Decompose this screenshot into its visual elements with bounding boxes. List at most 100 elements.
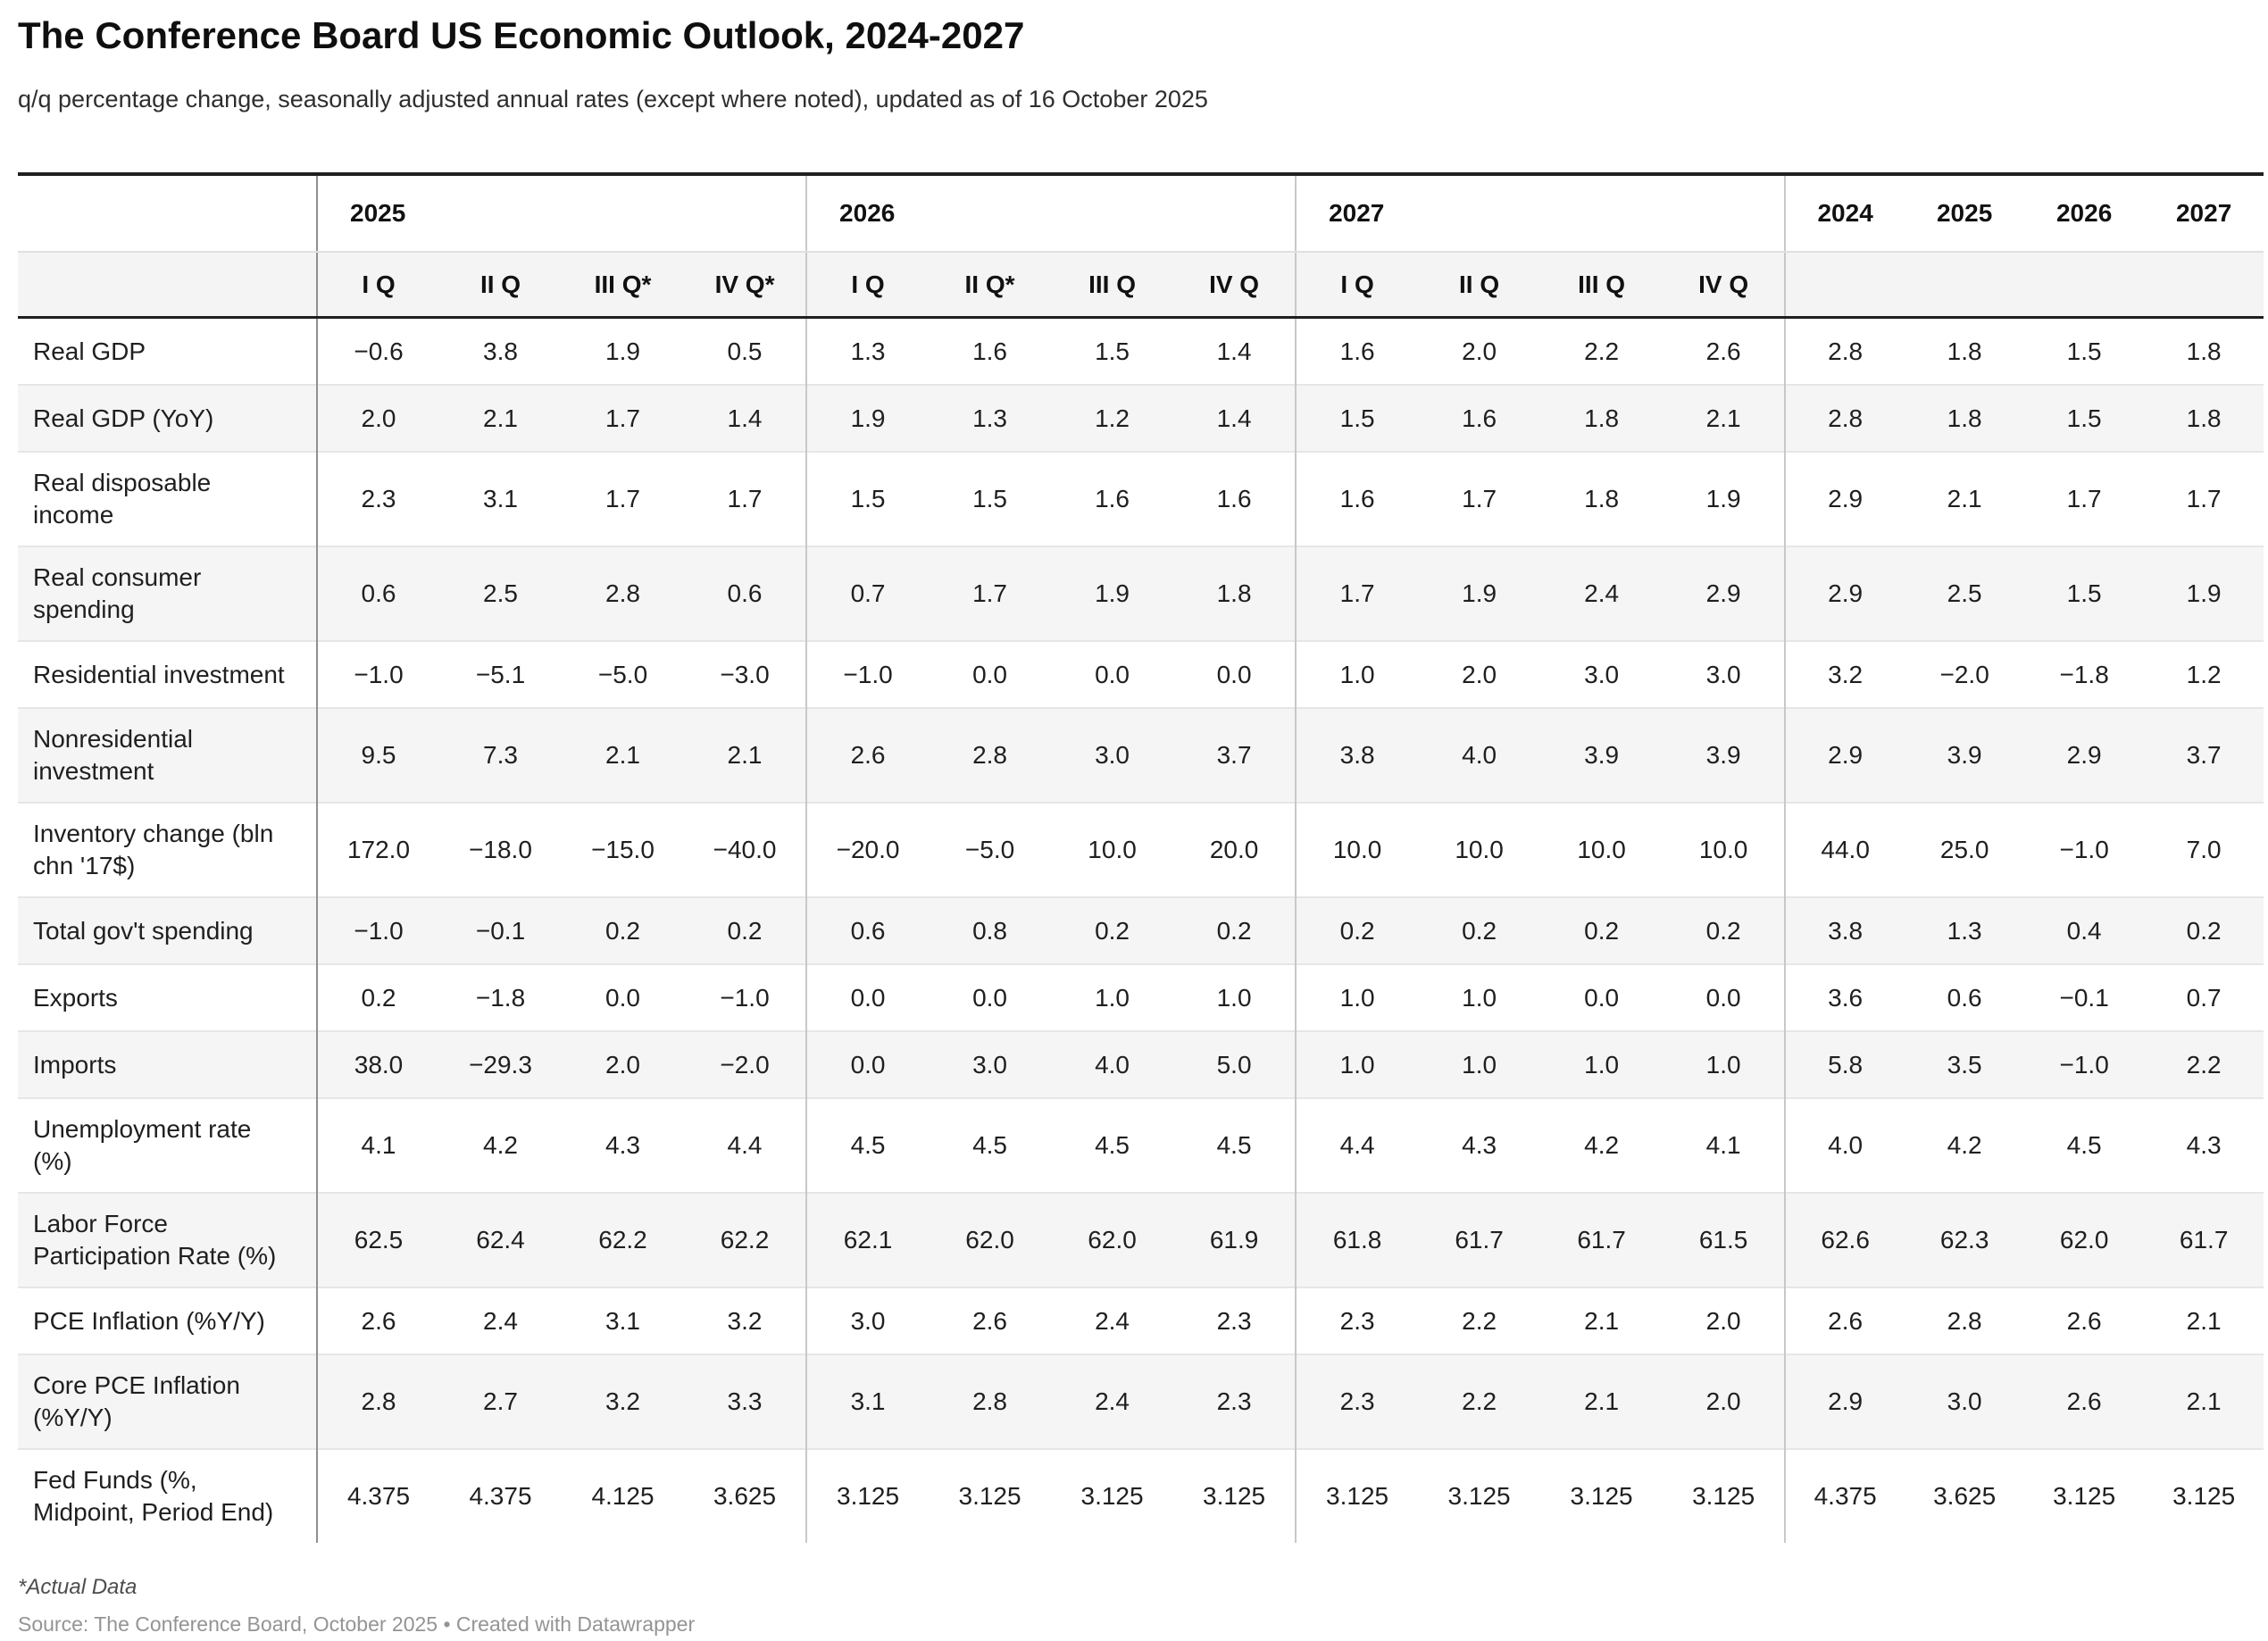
quarter-header: III Q* bbox=[562, 252, 684, 320]
row-label: Real consumer spending bbox=[18, 546, 317, 642]
value-cell: 1.7 bbox=[2024, 451, 2145, 547]
value-cell: 61.7 bbox=[1418, 1192, 1541, 1288]
value-cell: 4.4 bbox=[684, 1097, 807, 1194]
value-cell: −18.0 bbox=[439, 802, 562, 898]
value-cell: 0.4 bbox=[2024, 896, 2145, 965]
value-cell: −5.0 bbox=[562, 640, 684, 709]
value-cell: 44.0 bbox=[1784, 802, 1905, 898]
value-cell: 0.7 bbox=[2144, 963, 2264, 1032]
value-cell: 1.5 bbox=[929, 451, 1052, 547]
value-cell: 62.0 bbox=[929, 1192, 1052, 1288]
value-cell: 1.0 bbox=[1173, 963, 1297, 1032]
table-row: Residential investment −1.0 −5.1 −5.0 −3.0 −1… bbox=[18, 640, 2264, 709]
quarter-header-empty bbox=[2144, 252, 2264, 320]
value-cell: 61.8 bbox=[1295, 1192, 1419, 1288]
value-cell: 4.0 bbox=[1784, 1097, 1905, 1194]
value-cell: 1.2 bbox=[1051, 384, 1174, 453]
year-group-header: 2026 bbox=[805, 174, 1297, 254]
table-row: Inventory change (bln chn '17$) 172.0 −18.… bbox=[18, 802, 2264, 898]
value-cell: 4.1 bbox=[316, 1097, 439, 1194]
value-cell: 61.5 bbox=[1663, 1192, 1786, 1288]
value-cell: 2.8 bbox=[1784, 384, 1905, 453]
value-cell: 1.8 bbox=[2144, 384, 2264, 453]
value-cell: 2.6 bbox=[1784, 1287, 1905, 1355]
row-label: Total gov't spending bbox=[18, 896, 317, 965]
table-row: PCE Inflation (%Y/Y) 2.6 2.4 3.1 3.2 3.0 2.6 2.… bbox=[18, 1287, 2264, 1355]
value-cell: 4.3 bbox=[562, 1097, 684, 1194]
value-cell: 1.5 bbox=[2024, 546, 2145, 642]
value-cell: 5.8 bbox=[1784, 1030, 1905, 1099]
value-cell: 3.625 bbox=[1905, 1448, 2025, 1544]
value-cell: −0.1 bbox=[2024, 963, 2145, 1032]
quarter-header: III Q bbox=[1051, 252, 1174, 320]
value-cell: −1.0 bbox=[316, 640, 439, 709]
row-label: Real GDP (YoY) bbox=[18, 384, 317, 453]
value-cell: 10.0 bbox=[1663, 802, 1786, 898]
value-cell: 0.0 bbox=[562, 963, 684, 1032]
value-cell: 1.0 bbox=[1418, 1030, 1541, 1099]
value-cell: 10.0 bbox=[1418, 802, 1541, 898]
table-row: Fed Funds (%, Midpoint, Period End) 4.375… bbox=[18, 1448, 2264, 1544]
table-row: Real disposable income 2.3 3.1 1.7 1.7 1.5 1.5… bbox=[18, 451, 2264, 547]
value-cell: −15.0 bbox=[562, 802, 684, 898]
value-cell: 4.2 bbox=[1905, 1097, 2025, 1194]
value-cell: 0.0 bbox=[1663, 963, 1786, 1032]
actual-data-footnote: *Actual Data bbox=[18, 1575, 138, 1600]
value-cell: 62.3 bbox=[1905, 1192, 2025, 1288]
value-cell: 1.0 bbox=[1295, 963, 1419, 1032]
value-cell: 3.6 bbox=[1784, 963, 1905, 1032]
value-cell: −1.0 bbox=[684, 963, 807, 1032]
value-cell: 2.5 bbox=[1905, 546, 2025, 642]
page-title: The Conference Board US Economic Outlook… bbox=[18, 14, 1025, 56]
value-cell: 2.6 bbox=[1705, 337, 1741, 365]
row-label: Labor Force Participation Rate (%) bbox=[18, 1192, 317, 1288]
value-cell: 3.1 bbox=[439, 451, 562, 547]
page-subtitle: q/q percentage change, seasonally adjust… bbox=[18, 86, 1208, 113]
value-cell: 2.0 bbox=[1462, 337, 1497, 365]
value-cell: −0.1 bbox=[439, 896, 562, 965]
value-cell: 0.6 bbox=[805, 896, 930, 965]
value-cell: 7.0 bbox=[2144, 802, 2264, 898]
value-cell: 1.9 bbox=[1663, 451, 1786, 547]
value-cell: 2.4 bbox=[1051, 1287, 1174, 1355]
source-line: Source: The Conference Board, October 20… bbox=[18, 1612, 696, 1637]
value-cell: 3.9 bbox=[1905, 707, 2025, 804]
table-body: Real GDP −0.6 3.8 1.9 0.5 1.3 1.6 1.5 1.4 1.6 2.0 2… bbox=[18, 317, 2264, 1544]
value-cell: −2.0 bbox=[1905, 640, 2025, 709]
value-cell: 1.3 bbox=[1905, 896, 2025, 965]
value-cell: 3.125 bbox=[1295, 1448, 1419, 1544]
quarter-header: IV Q* bbox=[684, 252, 807, 320]
value-cell: 1.0 bbox=[1295, 1030, 1419, 1099]
value-cell: 1.5 bbox=[1095, 337, 1130, 365]
quarter-header: II Q bbox=[439, 252, 562, 320]
quarter-header: IV Q bbox=[1663, 252, 1786, 320]
value-cell: 2.3 bbox=[1295, 1354, 1419, 1450]
value-cell: 1.6 bbox=[1173, 451, 1297, 547]
value-cell: −20.0 bbox=[805, 802, 930, 898]
value-cell: 4.375 bbox=[1784, 1448, 1905, 1544]
value-cell: 4.375 bbox=[439, 1448, 562, 1544]
value-cell: 2.7 bbox=[439, 1354, 562, 1450]
quarter-header-empty bbox=[1784, 252, 1905, 320]
row-label: Real GDP bbox=[33, 337, 146, 365]
quarter-header-empty bbox=[2024, 252, 2145, 320]
value-cell: 1.7 bbox=[2144, 451, 2264, 547]
row-label: PCE Inflation (%Y/Y) bbox=[18, 1287, 317, 1355]
value-cell: 3.125 bbox=[1418, 1448, 1541, 1544]
value-cell: 1.9 bbox=[1418, 546, 1541, 642]
value-cell: 172.0 bbox=[316, 802, 439, 898]
value-cell: 4.5 bbox=[929, 1097, 1052, 1194]
value-cell: 25.0 bbox=[1905, 802, 2025, 898]
value-cell: 2.8 bbox=[1784, 317, 1905, 386]
value-cell: 2.9 bbox=[1784, 546, 1905, 642]
value-cell: 4.3 bbox=[2144, 1097, 2264, 1194]
value-cell: 2.8 bbox=[1905, 1287, 2025, 1355]
value-cell: 1.3 bbox=[805, 317, 930, 386]
annual-year-header: 2024 bbox=[1784, 174, 1905, 254]
value-cell: 2.1 bbox=[562, 707, 684, 804]
value-cell: 2.0 bbox=[1663, 1287, 1786, 1355]
value-cell: 0.7 bbox=[805, 546, 930, 642]
value-cell: 2.1 bbox=[1540, 1354, 1663, 1450]
